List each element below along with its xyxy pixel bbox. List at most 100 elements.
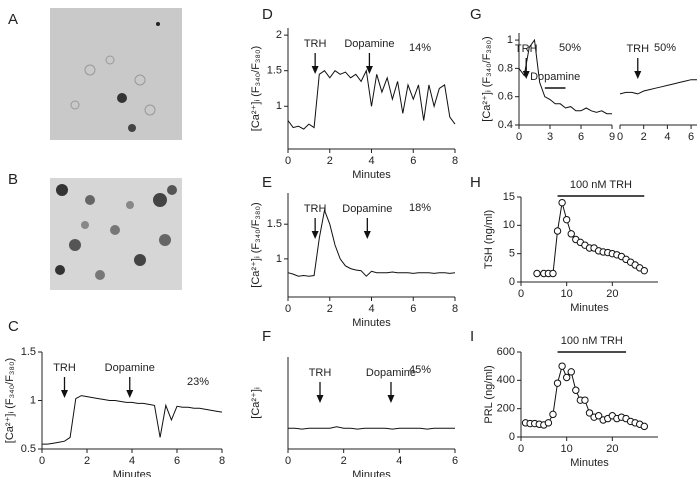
x-tick-label: 2 bbox=[341, 455, 347, 467]
x-axis-label: Minutes bbox=[570, 457, 609, 469]
panel-label: H bbox=[470, 174, 481, 191]
x-tick-label: 6 bbox=[452, 455, 458, 467]
arrow-head bbox=[634, 71, 642, 79]
x-tick-label: 4 bbox=[129, 455, 135, 467]
arrow-head bbox=[316, 395, 324, 403]
y-tick-label: 200 bbox=[497, 403, 515, 415]
percent-note: 45% bbox=[409, 364, 431, 376]
arrow-head bbox=[311, 231, 319, 239]
y-tick-label: 0.5 bbox=[21, 443, 36, 455]
y-tick-label: 1.5 bbox=[267, 65, 282, 77]
annotation-label: 100 nM TRH bbox=[561, 335, 623, 347]
x-tick-label: 10 bbox=[561, 443, 573, 455]
y-tick-label: 0.6 bbox=[498, 91, 513, 103]
x-tick-label: 4 bbox=[368, 155, 374, 167]
arrow-head bbox=[522, 71, 530, 79]
micrograph bbox=[50, 8, 182, 140]
panel-label: E bbox=[262, 174, 272, 191]
panel-label: B bbox=[8, 171, 18, 188]
x-tick-label: 6 bbox=[688, 131, 694, 143]
y-tick-label: 0 bbox=[509, 431, 515, 443]
panel-label: I bbox=[470, 328, 474, 345]
y-axis-label: [Ca²⁺]ᵢ (F₃₄₀/F₃₈₀) bbox=[481, 36, 493, 121]
x-tick-label: 6 bbox=[410, 155, 416, 167]
data-point bbox=[594, 412, 603, 420]
trace bbox=[287, 69, 456, 130]
arrow-head bbox=[61, 390, 68, 398]
x-axis-label: Minutes bbox=[570, 302, 609, 314]
data-point bbox=[558, 362, 566, 370]
annotation-label: TRH bbox=[515, 43, 538, 55]
y-tick-label: 1 bbox=[276, 100, 282, 112]
panel-label: D bbox=[262, 6, 273, 23]
x-tick-label: 2 bbox=[641, 131, 647, 143]
x-axis-label: Minutes bbox=[352, 169, 391, 181]
x-tick-label: 0 bbox=[285, 303, 291, 315]
data-point bbox=[549, 269, 557, 278]
data-point bbox=[553, 379, 562, 387]
x-tick-label: 20 bbox=[606, 288, 618, 300]
x-axis-label: Minutes bbox=[352, 469, 391, 477]
data-point bbox=[640, 422, 648, 431]
annotation-label: TRH bbox=[53, 362, 76, 374]
y-tick-label: 400 bbox=[497, 374, 515, 386]
trace bbox=[288, 426, 455, 430]
y-axis-label: [Ca²⁺]ᵢ (F₃₄₀/F₃₈₀) bbox=[4, 358, 16, 443]
percent-note: 23% bbox=[187, 376, 209, 388]
y-tick-label: 15 bbox=[503, 191, 515, 203]
y-axis-label: TSH (ng/ml) bbox=[483, 210, 495, 269]
arrow-head bbox=[126, 390, 134, 398]
panel-label: C bbox=[8, 318, 19, 335]
trace bbox=[518, 38, 612, 115]
y-tick-label: 1 bbox=[276, 253, 282, 265]
x-tick-label: 0 bbox=[285, 155, 291, 167]
data-point bbox=[581, 396, 589, 404]
x-tick-label: 0 bbox=[516, 131, 522, 143]
y-tick-label: 10 bbox=[503, 219, 515, 231]
x-tick-label: 0 bbox=[39, 455, 45, 467]
x-axis-label: Minutes bbox=[352, 317, 391, 329]
x-tick-label: 0 bbox=[518, 443, 524, 455]
x-tick-label: 8 bbox=[452, 155, 458, 167]
x-tick-label: 6 bbox=[174, 455, 180, 467]
y-tick-label: 1.5 bbox=[21, 346, 36, 358]
trace bbox=[287, 208, 456, 277]
x-tick-label: 9 bbox=[609, 131, 615, 143]
percent-note: 14% bbox=[409, 42, 431, 54]
x-tick-label: 8 bbox=[219, 455, 225, 467]
panel-label: G bbox=[470, 6, 482, 23]
x-tick-label: 0 bbox=[617, 131, 623, 143]
x-tick-label: 2 bbox=[327, 155, 333, 167]
annotation-label: Dopamine bbox=[366, 367, 416, 379]
x-tick-label: 0 bbox=[285, 455, 291, 467]
x-tick-label: 8 bbox=[452, 303, 458, 315]
x-axis-label: Minutes bbox=[113, 469, 152, 477]
x-tick-label: 20 bbox=[606, 443, 618, 455]
x-tick-label: 3 bbox=[547, 131, 553, 143]
y-tick-label: 2 bbox=[276, 29, 282, 41]
trace bbox=[619, 79, 697, 95]
annotation-label: Dopamine bbox=[530, 71, 580, 83]
annotation-label: TRH bbox=[304, 38, 327, 50]
y-tick-label: 1 bbox=[30, 394, 36, 406]
y-axis-label: [Ca²⁺]ᵢ (F₃₄₀/F₃₈₀) bbox=[250, 46, 262, 131]
arrow-head bbox=[363, 231, 371, 239]
data-point bbox=[585, 409, 594, 417]
y-tick-label: 1.5 bbox=[267, 218, 282, 230]
annotation-label: 100 nM TRH bbox=[570, 179, 632, 191]
x-tick-label: 4 bbox=[368, 303, 374, 315]
arrow-head bbox=[387, 395, 395, 403]
data-point bbox=[553, 227, 562, 235]
data-point bbox=[562, 215, 571, 224]
data-point bbox=[544, 419, 553, 427]
data-point bbox=[567, 230, 575, 238]
percent-note: 18% bbox=[409, 202, 431, 214]
arrow-head bbox=[311, 66, 319, 74]
y-tick-label: 5 bbox=[509, 248, 515, 260]
annotation-label: TRH bbox=[304, 203, 327, 215]
x-tick-label: 4 bbox=[664, 131, 670, 143]
x-tick-label: 4 bbox=[396, 455, 402, 467]
y-tick-label: 0.8 bbox=[498, 62, 513, 74]
data-point bbox=[567, 368, 575, 376]
arrow-head bbox=[365, 66, 373, 74]
